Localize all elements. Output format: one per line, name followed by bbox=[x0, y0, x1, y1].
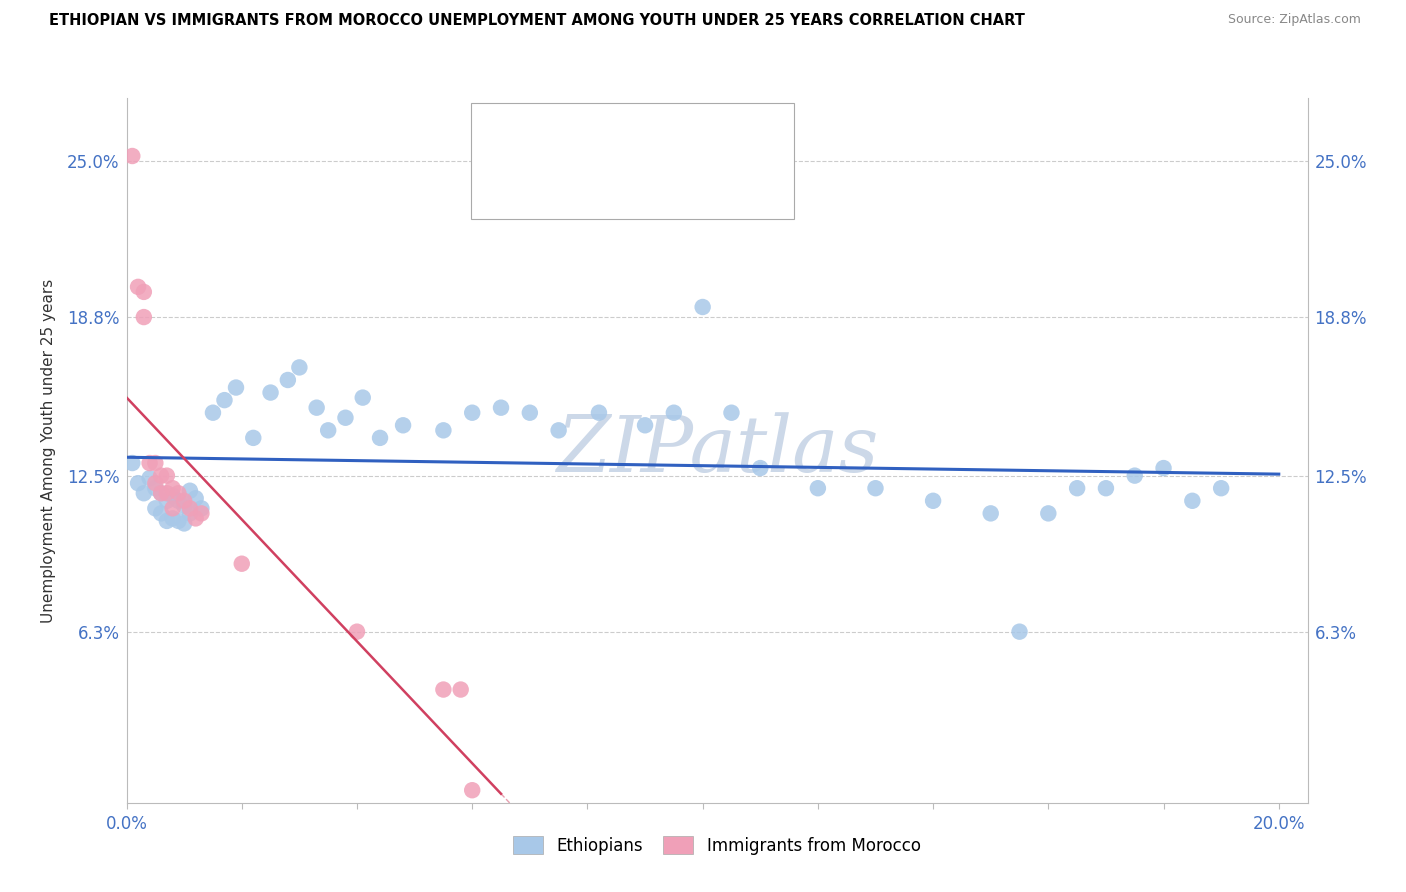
Point bbox=[980, 507, 1002, 521]
Point bbox=[489, 401, 512, 415]
Point bbox=[156, 486, 179, 500]
Point bbox=[214, 393, 236, 408]
Point bbox=[305, 401, 328, 415]
Point bbox=[150, 507, 173, 521]
Point bbox=[127, 280, 149, 294]
Point bbox=[167, 514, 190, 528]
Point bbox=[132, 486, 155, 500]
Point bbox=[288, 360, 311, 375]
Point bbox=[127, 476, 149, 491]
Point bbox=[368, 431, 391, 445]
Point bbox=[231, 557, 253, 571]
Point bbox=[807, 481, 830, 495]
Point bbox=[179, 501, 201, 516]
Point bbox=[346, 624, 368, 639]
Point bbox=[588, 406, 610, 420]
Legend: Ethiopians, Immigrants from Morocco: Ethiopians, Immigrants from Morocco bbox=[506, 830, 928, 862]
Point bbox=[179, 507, 201, 521]
Point bbox=[156, 468, 179, 483]
Point bbox=[138, 456, 160, 470]
Point bbox=[1123, 468, 1146, 483]
Point bbox=[162, 501, 184, 516]
Point bbox=[179, 483, 201, 498]
Point bbox=[692, 300, 714, 314]
Point bbox=[121, 456, 143, 470]
Point bbox=[1181, 493, 1204, 508]
Point bbox=[277, 373, 299, 387]
Text: R = -0.067   N = 56: R = -0.067 N = 56 bbox=[530, 128, 693, 146]
Point bbox=[121, 149, 143, 163]
Point bbox=[173, 493, 195, 508]
Point bbox=[720, 406, 742, 420]
Point bbox=[167, 493, 190, 508]
Point bbox=[519, 406, 541, 420]
Point bbox=[184, 491, 207, 506]
Point bbox=[352, 391, 374, 405]
Point bbox=[138, 471, 160, 485]
Text: ZIPatlas: ZIPatlas bbox=[555, 412, 879, 489]
Point bbox=[1008, 624, 1031, 639]
Point bbox=[190, 501, 212, 516]
Point bbox=[749, 461, 772, 475]
Point bbox=[162, 481, 184, 495]
Point bbox=[150, 486, 173, 500]
Point bbox=[167, 486, 190, 500]
Point bbox=[143, 501, 166, 516]
Point bbox=[173, 499, 195, 513]
Point bbox=[132, 310, 155, 324]
Point bbox=[316, 423, 339, 437]
Point bbox=[156, 493, 179, 508]
Point bbox=[150, 486, 173, 500]
Point bbox=[150, 468, 173, 483]
Point bbox=[432, 423, 454, 437]
Point bbox=[1038, 507, 1060, 521]
Point bbox=[865, 481, 887, 495]
Point bbox=[225, 380, 247, 394]
Point bbox=[162, 489, 184, 503]
Point bbox=[1153, 461, 1175, 475]
Point bbox=[184, 511, 207, 525]
Text: R = -0.271   N = 23: R = -0.271 N = 23 bbox=[530, 169, 693, 186]
Point bbox=[143, 476, 166, 491]
Point bbox=[162, 511, 184, 525]
Point bbox=[132, 285, 155, 299]
Point bbox=[1066, 481, 1088, 495]
Point bbox=[259, 385, 281, 400]
Point bbox=[156, 514, 179, 528]
Point bbox=[392, 418, 415, 433]
Point bbox=[190, 507, 212, 521]
Point bbox=[662, 406, 685, 420]
Y-axis label: Unemployment Among Youth under 25 years: Unemployment Among Youth under 25 years bbox=[41, 278, 56, 623]
Point bbox=[143, 481, 166, 495]
Point bbox=[450, 682, 472, 697]
Point bbox=[335, 410, 357, 425]
Point bbox=[1095, 481, 1118, 495]
Text: Source: ZipAtlas.com: Source: ZipAtlas.com bbox=[1227, 13, 1361, 27]
Point bbox=[461, 783, 484, 797]
Point bbox=[173, 516, 195, 531]
Point bbox=[547, 423, 569, 437]
Point bbox=[634, 418, 657, 433]
Point bbox=[242, 431, 264, 445]
Point bbox=[432, 682, 454, 697]
Point bbox=[461, 406, 484, 420]
Point bbox=[143, 456, 166, 470]
Point bbox=[922, 493, 945, 508]
Point bbox=[201, 406, 224, 420]
Point bbox=[1211, 481, 1233, 495]
Text: ETHIOPIAN VS IMMIGRANTS FROM MOROCCO UNEMPLOYMENT AMONG YOUTH UNDER 25 YEARS COR: ETHIOPIAN VS IMMIGRANTS FROM MOROCCO UNE… bbox=[49, 13, 1025, 29]
